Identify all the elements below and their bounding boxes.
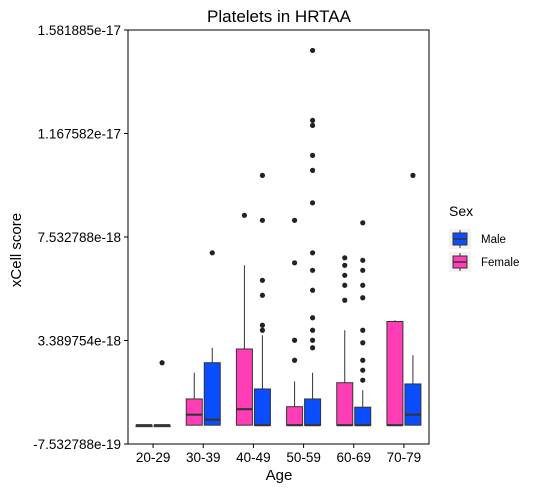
x-axis: 20-29 30-39 40-49 50-59 60-69 70-79	[136, 444, 421, 465]
outlier-point	[159, 360, 165, 366]
outlier-point	[309, 345, 316, 351]
outlier-point	[259, 277, 266, 283]
outlier-point	[291, 217, 298, 223]
box	[336, 382, 354, 426]
outlier-point	[342, 255, 348, 261]
y-tick-label: 3.389754e-18	[38, 334, 121, 349]
outlier-point	[291, 337, 298, 343]
outlier-point	[309, 122, 316, 129]
x-tick-label: 40-49	[236, 450, 271, 465]
outlier-point	[309, 152, 316, 158]
chart-title: Platelets in HRTAA	[207, 7, 352, 26]
x-axis-title: Age	[266, 467, 293, 484]
x-tick-label: 20-29	[136, 450, 171, 465]
outlier-point	[259, 322, 266, 328]
x-tick-label: 60-69	[336, 450, 371, 465]
x-tick-label: 70-79	[387, 450, 422, 465]
outlier-point	[342, 272, 348, 278]
legend-title: Sex	[449, 203, 473, 219]
outlier-point	[360, 377, 366, 383]
outlier-point	[360, 327, 366, 333]
y-tick-label: -7.532788e-19	[33, 437, 121, 452]
y-tick-label: 1.167582e-17	[38, 126, 121, 141]
outlier-point	[259, 327, 266, 333]
outlier-point	[342, 262, 348, 268]
outlier-point	[241, 212, 248, 218]
outlier-point	[360, 220, 366, 226]
y-axis: -7.532788e-19 3.389754e-18 7.532788e-18 1.1…	[33, 23, 128, 452]
outlier-point	[360, 295, 366, 301]
outlier-point	[410, 172, 416, 178]
outlier-point	[309, 167, 316, 173]
outlier-point	[309, 327, 316, 333]
box	[235, 348, 253, 426]
y-axis-title: xCell score	[8, 213, 25, 287]
box	[386, 321, 404, 426]
outlier-point	[259, 172, 266, 178]
x-tick-label: 50-59	[286, 450, 321, 465]
outlier-point	[342, 282, 348, 288]
outlier-point	[360, 340, 366, 346]
outlier-point	[309, 337, 316, 343]
outlier-point	[309, 47, 316, 54]
series-female	[135, 212, 404, 428]
outlier-point	[342, 297, 348, 303]
outlier-point	[360, 282, 366, 288]
legend-label-male: Male	[481, 234, 506, 246]
outlier-point	[360, 357, 366, 363]
outlier-point	[309, 315, 316, 321]
outlier-point	[360, 267, 366, 273]
outlier-point	[309, 287, 316, 293]
outlier-point	[309, 250, 316, 256]
outlier-point	[360, 367, 366, 373]
outlier-point	[309, 267, 316, 273]
box	[253, 388, 271, 426]
series-male	[153, 47, 422, 428]
outlier-point	[259, 217, 266, 223]
box	[354, 406, 372, 426]
outlier-point	[259, 292, 266, 298]
y-tick-label: 1.581885e-17	[38, 23, 121, 38]
box	[185, 398, 203, 426]
outlier-point	[291, 260, 298, 266]
outlier-point	[309, 117, 316, 124]
legend-label-female: Female	[481, 257, 519, 269]
box	[286, 406, 304, 426]
outlier-point	[360, 257, 366, 263]
box	[203, 362, 221, 426]
box	[404, 383, 422, 426]
plot-panel	[127, 29, 430, 445]
outlier-point	[209, 250, 215, 256]
x-tick-label: 30-39	[186, 450, 221, 465]
outlier-point	[291, 357, 298, 363]
box	[304, 398, 322, 426]
y-tick-label: 7.532788e-18	[38, 230, 121, 245]
box-series-layer	[135, 47, 422, 428]
legend: Sex Male Female	[449, 203, 519, 272]
outlier-point	[309, 200, 316, 206]
